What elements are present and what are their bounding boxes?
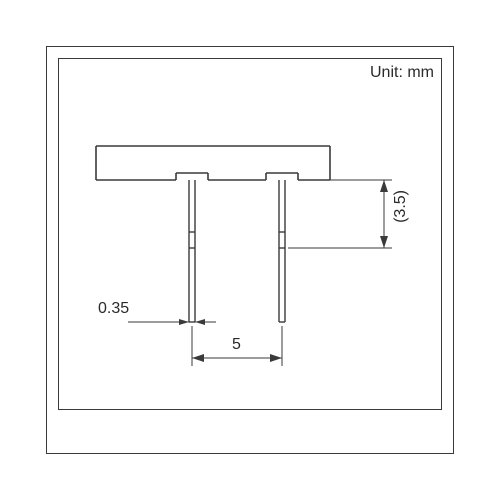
drawing-canvas: Unit: mm bbox=[0, 0, 500, 500]
pin-right bbox=[279, 180, 285, 322]
pin-left bbox=[189, 180, 195, 322]
component-body bbox=[96, 146, 330, 180]
dim-pinwidth bbox=[128, 319, 216, 325]
dim-pinheight-value: (3.5) bbox=[392, 190, 410, 223]
dim-pinwidth-value: 0.35 bbox=[98, 300, 129, 318]
dim-pinheight bbox=[288, 180, 392, 248]
dim-pitch-value: 5 bbox=[232, 336, 241, 354]
drawing-svg bbox=[0, 0, 500, 500]
